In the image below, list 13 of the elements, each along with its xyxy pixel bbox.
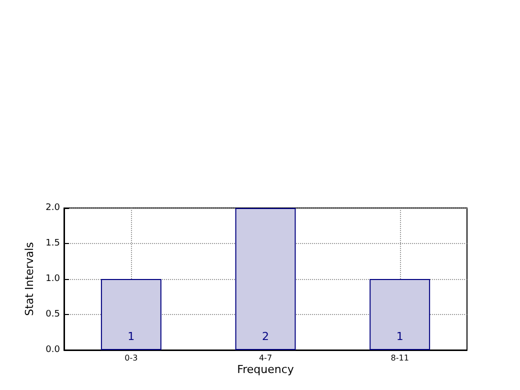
data-label: 1 xyxy=(128,330,135,343)
y-tick-label: 1.5 xyxy=(46,238,60,248)
y-tick-label: 0.5 xyxy=(46,310,60,320)
x-tick-label: 4-7 xyxy=(258,354,272,362)
x-tick-label: 8-11 xyxy=(390,354,409,362)
y-tick-label: 0.0 xyxy=(46,345,60,355)
data-label: 1 xyxy=(396,330,404,343)
y-tick-label: 1.0 xyxy=(46,274,60,284)
x-axis-title: Frequency xyxy=(237,363,294,376)
x-tick-label: 0-3 xyxy=(124,354,138,362)
data-label: 2 xyxy=(262,330,269,343)
y-axis-title: Stat Intervals xyxy=(22,242,36,316)
y-tick-label: 2.0 xyxy=(46,203,60,213)
